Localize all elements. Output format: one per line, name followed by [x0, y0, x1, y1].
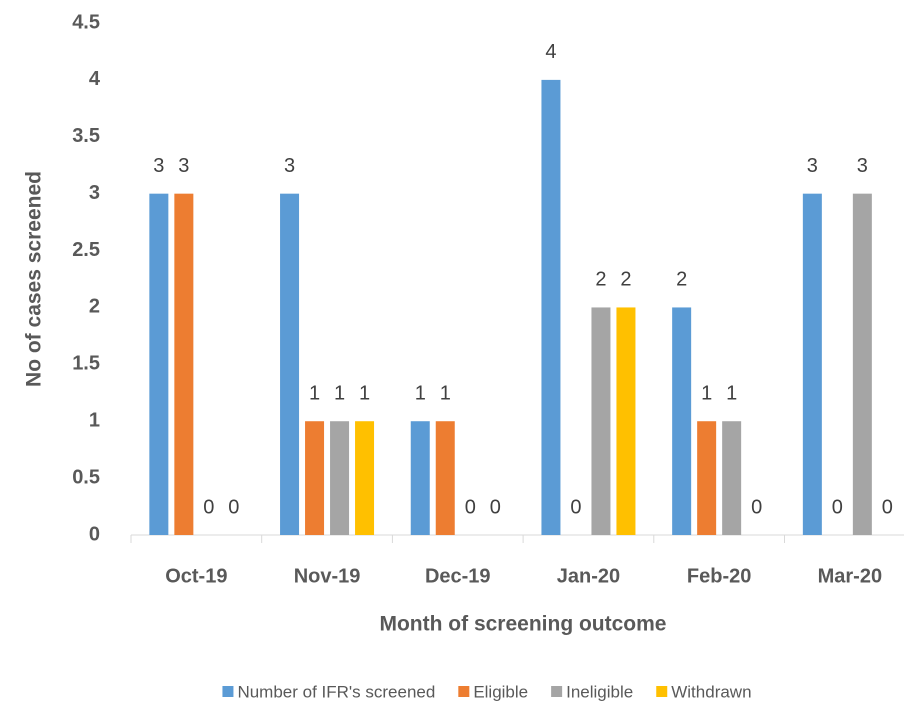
x-tick-label: Oct-19 — [165, 565, 227, 587]
legend-swatch — [656, 686, 668, 697]
y-tick-label: 3.5 — [72, 125, 100, 147]
y-tick-label: 4.5 — [72, 11, 100, 33]
data-label: 2 — [676, 269, 687, 291]
bar — [435, 421, 455, 535]
data-label: 3 — [857, 155, 868, 177]
data-label: 3 — [284, 155, 295, 177]
bar — [616, 307, 636, 535]
legend-swatch — [551, 686, 563, 697]
y-tick-label: 4 — [89, 68, 101, 90]
data-label: 1 — [334, 383, 345, 405]
data-label: 0 — [203, 496, 214, 518]
legend-label: Eligible — [473, 682, 528, 701]
bar — [802, 193, 822, 535]
y-tick-label: 1 — [89, 410, 100, 432]
bar — [280, 193, 300, 535]
data-label: 1 — [309, 383, 320, 405]
bar — [355, 421, 375, 535]
data-label: 1 — [440, 383, 451, 405]
legend-label: Withdrawn — [671, 682, 751, 701]
data-label: 3 — [807, 155, 818, 177]
legend-label: Ineligible — [566, 682, 633, 701]
data-label: 1 — [359, 383, 370, 405]
data-label: 1 — [415, 383, 426, 405]
data-label: 0 — [882, 496, 893, 518]
x-tick-label: Mar-20 — [818, 565, 882, 587]
x-tick-label: Feb-20 — [687, 565, 751, 587]
bar — [697, 421, 717, 535]
y-tick-label: 1.5 — [72, 353, 100, 375]
data-label: 0 — [490, 496, 501, 518]
legend-label: Number of IFR's screened — [237, 682, 435, 701]
x-axis-title: Month of screening outcome — [379, 613, 666, 636]
bar — [722, 421, 742, 535]
y-tick-label: 2 — [89, 296, 100, 318]
x-tick-label: Jan-20 — [557, 565, 620, 587]
data-label: 0 — [751, 496, 762, 518]
data-label: 0 — [570, 496, 581, 518]
data-label: 2 — [595, 269, 606, 291]
bar — [330, 421, 350, 535]
y-tick-label: 0 — [89, 523, 100, 545]
bar — [174, 193, 194, 535]
y-tick-label: 3 — [89, 182, 100, 204]
data-label: 0 — [228, 496, 239, 518]
data-label: 1 — [726, 383, 737, 405]
legend-swatch — [222, 686, 234, 697]
data-label: 3 — [153, 155, 164, 177]
bar — [410, 421, 430, 535]
x-tick-label: Dec-19 — [425, 565, 491, 587]
bar — [305, 421, 325, 535]
data-label: 2 — [620, 269, 631, 291]
bar — [852, 193, 872, 535]
y-tick-label: 0.5 — [72, 466, 100, 488]
bar — [541, 79, 561, 535]
y-axis-title: No of cases screened — [23, 171, 46, 387]
bar — [591, 307, 611, 535]
data-label: 0 — [465, 496, 476, 518]
data-label: 0 — [832, 496, 843, 518]
data-label: 1 — [701, 383, 712, 405]
data-label: 3 — [178, 155, 189, 177]
x-tick-label: Nov-19 — [294, 565, 361, 587]
data-label: 4 — [545, 41, 556, 63]
bar — [672, 307, 692, 535]
legend-swatch — [458, 686, 470, 697]
bar — [149, 193, 169, 535]
y-tick-label: 2.5 — [72, 239, 100, 261]
